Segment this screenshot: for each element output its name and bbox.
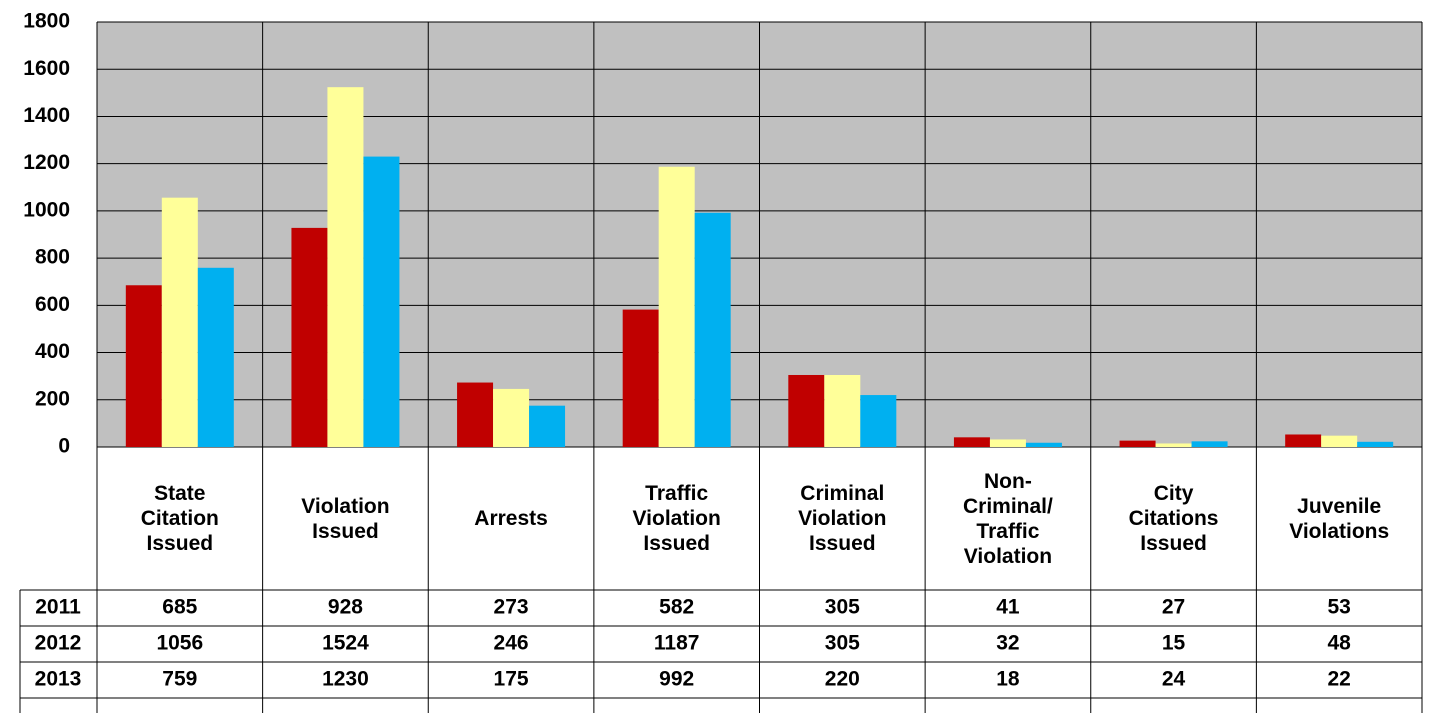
- x-tick-label: Violation Issued: [263, 447, 429, 590]
- bar: [622, 309, 659, 447]
- x-tick-label: Traffic Violation Issued: [594, 447, 760, 590]
- table-value: 582: [659, 596, 694, 619]
- bar: [658, 166, 695, 447]
- bar: [197, 267, 234, 447]
- y-tick-label: 1600: [23, 57, 70, 80]
- bar: [457, 382, 494, 447]
- y-tick-label: 1800: [23, 10, 70, 33]
- category-text: State Citation Issued: [140, 482, 219, 555]
- table-value: 928: [328, 596, 363, 619]
- bar: [824, 374, 861, 447]
- table-value: 685: [162, 596, 197, 619]
- y-tick-label: 1400: [23, 104, 70, 127]
- bar: [363, 156, 400, 448]
- x-tick-label: Non-Criminal/ Traffic Violation: [925, 447, 1091, 590]
- y-tick-label: 0: [58, 435, 70, 458]
- category-text: Criminal Violation Issued: [798, 482, 887, 555]
- table-value: 18: [996, 668, 1020, 691]
- table-value: 22: [1328, 668, 1351, 691]
- bar: [989, 439, 1026, 447]
- table-value: 15: [1162, 632, 1186, 655]
- y-tick-label: 200: [35, 387, 70, 410]
- table-value: 220: [825, 668, 860, 691]
- table-value: 1230: [322, 668, 369, 691]
- legend-label: 2011: [35, 596, 81, 619]
- table-value: 1187: [654, 632, 700, 655]
- table-value: 27: [1162, 596, 1185, 619]
- category-text: City Citations Issued: [1128, 482, 1219, 555]
- bar: [529, 405, 566, 447]
- bar: [1357, 441, 1394, 447]
- table-value: 24: [1162, 668, 1186, 691]
- table-value: 32: [996, 632, 1019, 655]
- x-tick-label: Criminal Violation Issued: [760, 447, 926, 590]
- bar: [161, 197, 198, 447]
- category-text: Arrests: [474, 507, 548, 530]
- table-value: 41: [996, 596, 1020, 619]
- table-value: 53: [1328, 596, 1351, 619]
- x-tick-label: Arrests: [428, 447, 594, 590]
- bar: [694, 212, 731, 447]
- bar: [860, 395, 897, 447]
- table-value: 1524: [322, 632, 369, 655]
- table-value: 759: [162, 668, 197, 691]
- x-tick-label: City Citations Issued: [1091, 447, 1257, 590]
- table-value: 992: [659, 668, 694, 691]
- bar: [953, 437, 990, 447]
- bar: [1155, 443, 1192, 447]
- table-value: 175: [494, 668, 529, 691]
- y-tick-label: 400: [35, 340, 70, 363]
- table-value: 1056: [156, 632, 203, 655]
- bar: [125, 285, 162, 447]
- category-text: Non-Criminal/ Traffic Violation: [963, 469, 1053, 568]
- bar: [788, 374, 825, 447]
- x-tick-label: Juvenile Violations: [1256, 447, 1422, 590]
- y-tick-label: 1000: [23, 198, 70, 221]
- category-text: Juvenile Violations: [1289, 494, 1390, 543]
- y-tick-label: 1200: [23, 151, 70, 174]
- bar: [291, 227, 328, 447]
- x-tick-label: State Citation Issued: [97, 447, 263, 590]
- bar: [1191, 441, 1228, 447]
- bar: [1119, 440, 1156, 447]
- bar: [1321, 435, 1358, 447]
- y-tick-label: 600: [35, 293, 70, 316]
- bar: [1285, 434, 1322, 447]
- table-value: 273: [494, 596, 529, 619]
- table-value: 305: [825, 596, 860, 619]
- y-tick-label: 800: [35, 246, 70, 269]
- table-value: 246: [494, 632, 529, 655]
- bar: [1025, 442, 1062, 447]
- table-value: 305: [825, 632, 860, 655]
- category-text: Traffic Violation Issued: [632, 482, 721, 555]
- table-value: 48: [1328, 632, 1352, 655]
- legend-label: 2013: [35, 668, 82, 691]
- category-text: Violation Issued: [301, 494, 390, 543]
- bar: [493, 388, 530, 447]
- legend-label: 2012: [35, 632, 82, 655]
- bar: [327, 87, 364, 448]
